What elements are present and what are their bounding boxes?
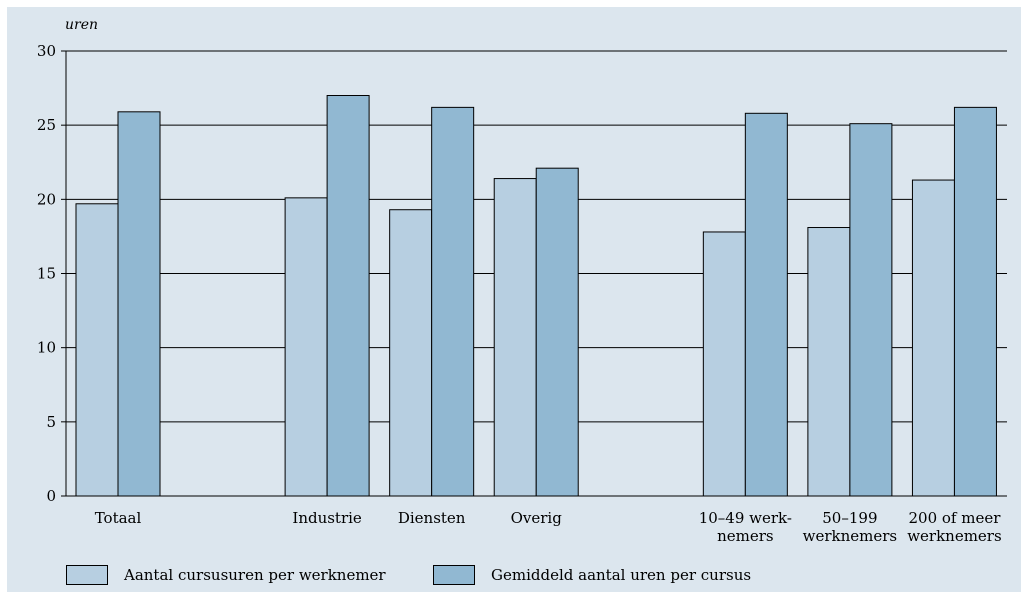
x-tick-label: nemers: [717, 527, 774, 545]
bar: [75, 203, 119, 497]
legend-swatch-aantal: [66, 565, 108, 585]
legend-item-aantal: Aantal cursusuren per werknemer: [66, 565, 386, 585]
bar: [431, 106, 475, 497]
y-tick-label: 30: [37, 42, 56, 60]
x-tick-label: 50–199: [822, 509, 877, 527]
bar: [744, 112, 788, 497]
bar: [284, 197, 328, 497]
y-tick-label: 20: [37, 190, 56, 208]
bar: [849, 123, 893, 497]
bar: [702, 231, 746, 497]
bar: [493, 178, 537, 497]
bar: [389, 209, 433, 497]
x-tick-label: Industrie: [292, 509, 362, 527]
legend-item-gemiddeld: Gemiddeld aantal uren per cursus: [433, 565, 751, 585]
x-tick-label: 200 of meer: [908, 509, 1001, 527]
y-tick-label: 25: [37, 116, 56, 134]
x-tick-label: Totaal: [95, 509, 142, 527]
bar: [911, 179, 955, 497]
bar: [953, 106, 997, 497]
legend-swatch-gemiddeld: [433, 565, 475, 585]
legend-label-aantal: Aantal cursusuren per werknemer: [124, 566, 386, 584]
y-tick-label: 10: [37, 339, 56, 357]
legend-label-gemiddeld: Gemiddeld aantal uren per cursus: [491, 566, 752, 584]
x-tick-label: Diensten: [398, 509, 466, 527]
x-tick-label: werknemers: [907, 527, 1001, 545]
bar: [535, 167, 579, 497]
x-tick-label: Overig: [511, 509, 563, 527]
y-axis-label: uren: [65, 17, 99, 33]
x-tick-label: werknemers: [803, 527, 897, 545]
bar: [117, 111, 161, 497]
bar: [326, 95, 370, 497]
x-tick-label: 10–49 werk-: [699, 509, 792, 527]
y-tick-label: 15: [37, 265, 56, 283]
y-tick-label: 5: [46, 413, 56, 431]
bar: [807, 227, 851, 497]
y-tick-label: 0: [46, 487, 56, 505]
